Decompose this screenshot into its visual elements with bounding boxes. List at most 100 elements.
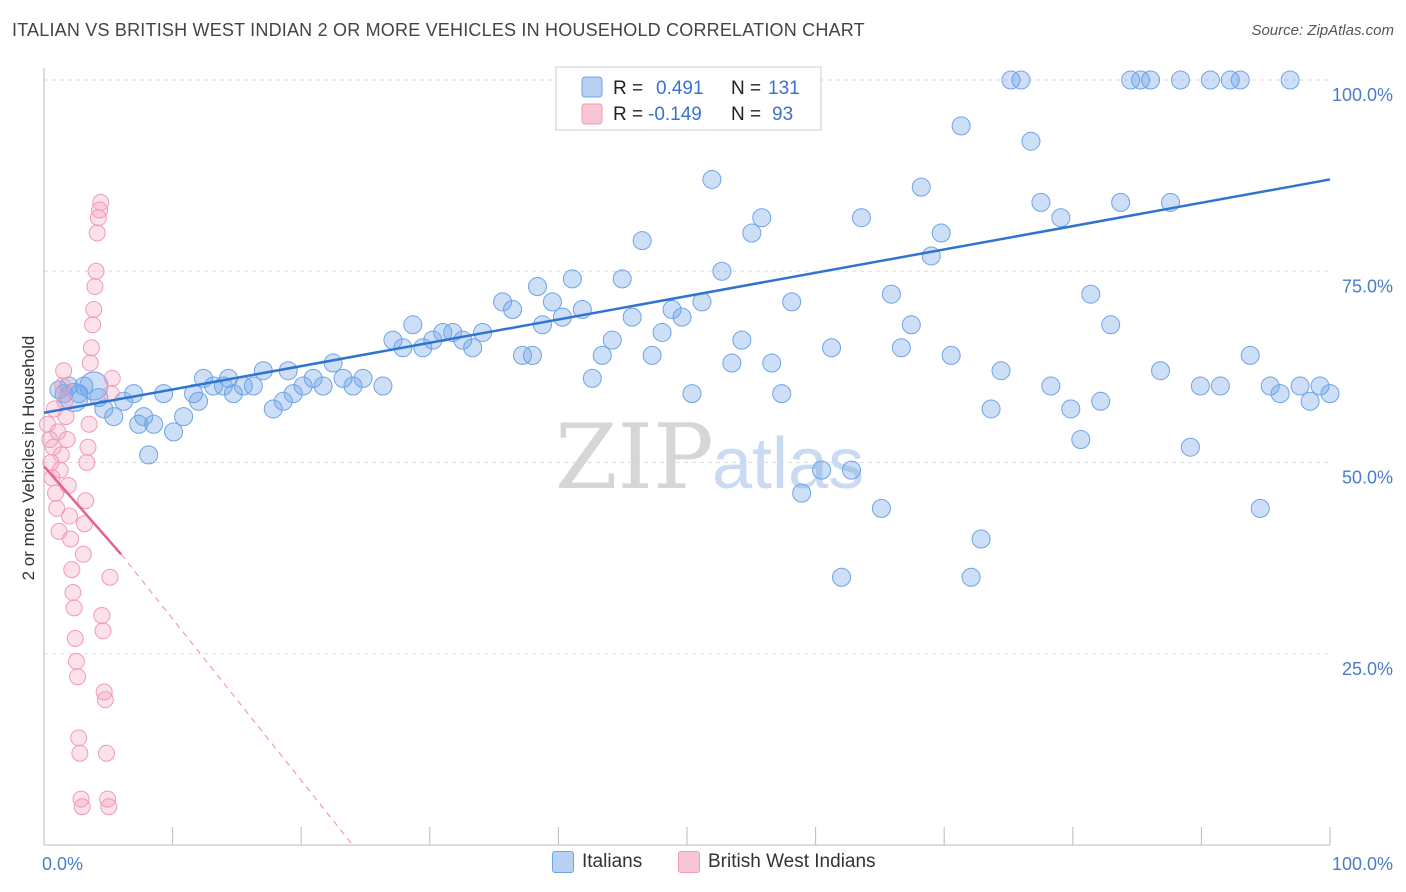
point-bwi-41 [87,262,105,280]
point-bwi-16 [58,431,76,449]
point-bwi-7 [48,499,66,517]
point-italians-30 [273,391,293,411]
legend-n-label-1: N = [731,78,761,99]
point-italians-67 [642,345,662,365]
point-italians-71 [682,384,702,404]
point-bwi-32 [77,492,95,510]
legend-r-label-1: R = [613,78,643,99]
point-italians-35 [313,376,333,396]
axes [43,68,1331,846]
point-italians-37 [333,368,353,388]
legend-item-italians: Italians [552,851,642,873]
point-italians-132 [1300,391,1320,411]
series-bwi [38,193,121,816]
point-italians-8 [94,399,114,419]
point-bwi-30 [74,545,92,563]
point-italians-73 [702,169,722,189]
point-bwi-50 [97,744,115,762]
point-italians-95 [931,223,951,243]
point-italians-91 [891,338,911,358]
point-italians-120 [1180,437,1200,457]
point-italians-126 [1240,345,1260,365]
point-italians-119 [1170,70,1190,90]
point-italians-88 [851,208,871,228]
point-italians-52 [503,300,523,319]
point-italians-124 [1220,70,1240,90]
point-italians-54 [522,345,542,365]
point-italians-134 [1320,384,1340,404]
point-italians-76 [732,330,752,350]
point-italians-117 [1151,361,1171,381]
point-bwi-6 [47,484,65,502]
point-italians-34 [303,368,323,388]
point-italians-32 [283,384,303,404]
point-italians-122 [1200,70,1220,90]
point-italians-112 [1101,315,1121,335]
point-bwi-35 [80,415,98,433]
point-italians-55 [527,277,547,297]
point-bwi-25 [69,668,87,686]
point-bwi-24 [67,652,85,670]
point-italians-109 [1071,430,1091,450]
point-italians-86 [832,567,852,587]
point-italians-133 [1310,376,1330,396]
point-italians-78 [752,208,772,228]
point-italians-116 [1141,70,1161,90]
point-italians-113 [1111,192,1131,212]
point-italians-130 [1280,70,1300,90]
point-italians-36 [323,353,343,373]
point-italians-33 [293,376,313,396]
point-bwi-55 [103,369,121,387]
trend-line-bwi-extension [120,553,354,846]
x-tick-label-0: 0.0% [42,854,83,874]
watermark-zip: ZIP [555,405,714,510]
legend-bottom: Italians British West Indians [0,851,1406,879]
point-italians-56 [532,315,552,335]
legend-r-value-1: 0.491 [656,78,704,99]
point-italians-111 [1091,391,1111,411]
point-bwi-17 [59,476,77,494]
point-bwi-40 [86,278,104,296]
point-italians-92 [901,315,921,335]
point-bwi-20 [63,561,81,579]
point-italians-114 [1121,70,1141,90]
point-italians-97 [951,116,971,136]
watermark: ZIP atlas [555,405,864,510]
point-italians-106 [1041,376,1061,396]
point-bwi-22 [65,599,83,617]
point-italians-131 [1290,376,1310,396]
point-italians-9 [104,407,124,427]
point-italians-53 [513,345,533,365]
point-italians-75 [722,353,742,373]
point-italians-77 [742,223,762,243]
legend-item-bwi: British West Indians [678,851,876,873]
point-bwi-13 [55,362,73,380]
source-label: Source: ZipAtlas.com [1251,22,1394,39]
point-italians-29 [263,399,283,419]
swatch-bwi [678,851,700,873]
x-tick-labels: 0.0% 100.0% [42,854,1393,874]
legend-n-label-2: N = [731,104,761,125]
point-italians-27 [243,376,263,396]
point-italians-17 [164,422,184,442]
point-italians-20 [189,391,209,411]
point-bwi-11 [52,446,70,464]
point-italians-74 [712,261,732,281]
point-bwi-49 [96,691,114,709]
point-bwi-37 [82,339,100,357]
point-italians-40 [373,376,393,396]
trend-line-italians [43,178,1331,415]
point-italians-85 [822,338,842,358]
point-italians-93 [911,177,931,197]
point-italians-123 [1210,376,1230,396]
point-italians-68 [652,322,672,342]
point-italians-84 [812,460,832,480]
point-italians-110 [1081,284,1101,304]
point-italians-121 [1190,376,1210,396]
x-tick-label-100: 100.0% [1332,854,1393,874]
point-italians-5 [74,376,94,396]
point-italians-16 [154,384,174,404]
grid-lines [44,79,1330,655]
point-bwi-21 [64,584,82,602]
legend-label-bwi: British West Indians [708,851,876,872]
